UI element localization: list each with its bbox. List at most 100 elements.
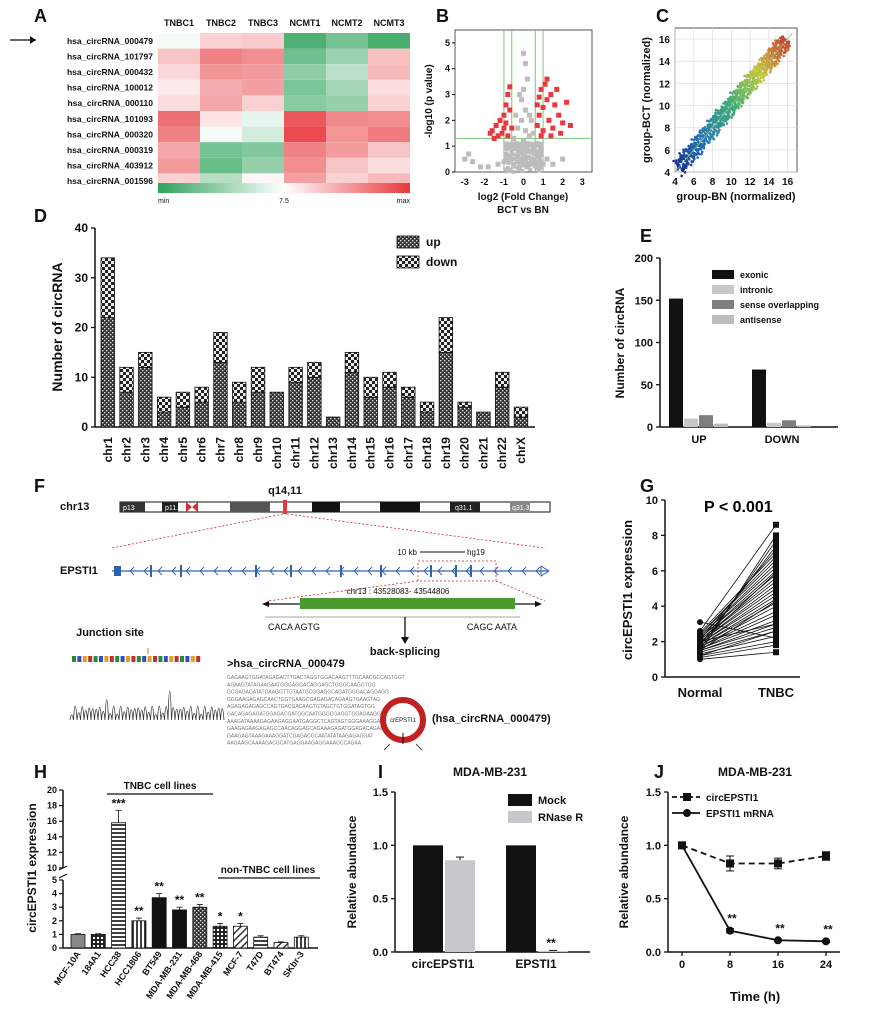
correlation-point xyxy=(730,116,734,119)
bar-down xyxy=(495,371,510,388)
correlation-point xyxy=(694,153,698,157)
pair-line xyxy=(699,623,777,642)
bar-down xyxy=(288,366,303,383)
heatmap-column-label: NCMT1 xyxy=(290,18,321,28)
colorbar xyxy=(158,183,410,193)
tnbc-point xyxy=(773,612,779,619)
x-tick-label: chr11 xyxy=(289,437,303,469)
bar-sense-overlapping xyxy=(782,420,796,427)
volcano-point xyxy=(506,155,511,160)
heatmap-cell xyxy=(158,64,200,80)
bar-down xyxy=(382,371,397,388)
volcano-point xyxy=(552,102,558,108)
correlation-point xyxy=(679,160,683,164)
legend-label: antisense xyxy=(740,315,782,325)
volcano-point xyxy=(536,112,542,118)
heatmap-cell xyxy=(242,142,284,158)
volcano-point xyxy=(554,86,560,92)
correlation-point xyxy=(723,115,727,118)
correlation-point xyxy=(750,87,754,91)
legend-swatch-down xyxy=(396,255,420,269)
pair-line xyxy=(699,627,777,651)
correlation-point xyxy=(722,108,725,112)
significance-label: * xyxy=(238,910,243,924)
heatmap-row-label: hsa_circRNA_000110 xyxy=(67,98,153,108)
sequence-line-text: GACAGAGAGATGGAGACGATGGCAATGGGCGAGGTGGAGA… xyxy=(227,712,381,718)
volcano-point xyxy=(532,157,537,162)
bar-down xyxy=(513,406,529,418)
volcano-point xyxy=(509,145,514,150)
correlation-point xyxy=(760,60,764,63)
correlation-point xyxy=(717,116,721,119)
correlation-point xyxy=(717,130,720,134)
volcano-point xyxy=(509,158,514,163)
correlation-point xyxy=(782,54,786,58)
y-tick-label: 4 xyxy=(445,64,450,74)
chromatogram-base xyxy=(93,656,98,662)
volcano-point xyxy=(525,161,530,166)
gene-exon xyxy=(255,565,257,577)
correlation-point xyxy=(748,88,751,92)
x-tick-label: chr10 xyxy=(270,437,284,469)
row-arrow-head xyxy=(30,36,36,44)
y-tick-label: 0.0 xyxy=(646,947,661,959)
bar xyxy=(70,934,86,949)
correlation-point xyxy=(785,49,788,53)
heatmap-cell xyxy=(284,33,326,49)
correlation-point xyxy=(729,91,732,95)
volcano-point xyxy=(501,125,507,131)
correlation-point xyxy=(726,100,730,103)
junction-label: Junction site xyxy=(76,627,144,639)
tnbc-point xyxy=(773,649,779,656)
legend-swatch xyxy=(712,300,734,309)
band-label: p11.2 xyxy=(165,505,182,512)
x-tick-label: chr20 xyxy=(458,437,472,469)
volcano-point xyxy=(510,142,515,147)
volcano-point xyxy=(505,158,510,163)
heatmap-column-label: TNBC1 xyxy=(164,18,194,28)
band-label: p12 xyxy=(147,505,159,512)
pair-line xyxy=(699,623,777,651)
volcano-point xyxy=(534,142,539,147)
y-tick-label: 1 xyxy=(52,929,57,939)
legend-label: RNase R xyxy=(538,812,583,824)
volcano-point xyxy=(532,164,537,169)
x-tick-label: chr14 xyxy=(345,437,359,469)
correlation-point xyxy=(725,122,729,125)
volcano-point xyxy=(489,128,495,134)
y-tick-label: 1.5 xyxy=(373,787,388,799)
volcano-point xyxy=(521,138,526,144)
legend-marker xyxy=(683,809,691,817)
diagonal-line xyxy=(674,33,793,173)
volcano-point xyxy=(509,148,514,153)
heatmap-cell xyxy=(242,64,284,80)
chromatogram-base xyxy=(196,656,201,662)
correlation-point xyxy=(786,45,789,49)
correlation-point xyxy=(753,68,757,71)
heatmap-cell xyxy=(284,48,326,65)
tnbc-point xyxy=(773,521,779,528)
chromatogram-trace xyxy=(69,690,225,721)
tnbc-point xyxy=(773,550,779,557)
heatmap-cell xyxy=(200,48,242,65)
x-tick-label: chr9 xyxy=(251,437,265,463)
bar-intronic xyxy=(684,418,698,427)
bar xyxy=(151,897,167,949)
correlation-point xyxy=(760,57,764,60)
y-tick-label: 8 xyxy=(652,530,658,542)
heatmap-cell xyxy=(368,79,410,96)
legend-swatch xyxy=(508,794,532,806)
chromatogram-base xyxy=(147,656,152,662)
correlation-point xyxy=(696,138,699,142)
volcano-point xyxy=(477,164,483,170)
volcano-point xyxy=(513,112,519,118)
tnbc-point xyxy=(773,627,779,634)
correlation-point xyxy=(765,68,769,71)
chromatogram-base xyxy=(131,656,136,662)
significance-label: *** xyxy=(112,796,126,810)
tnbc-point xyxy=(773,635,779,642)
heatmap-cell xyxy=(284,64,326,80)
rnase-bar-chart: 0.0 0.5 1.0 1.5 Relative abundance MDA-MB-231… xyxy=(345,765,590,971)
volcano-point xyxy=(511,169,516,174)
volcano-point xyxy=(535,160,540,165)
